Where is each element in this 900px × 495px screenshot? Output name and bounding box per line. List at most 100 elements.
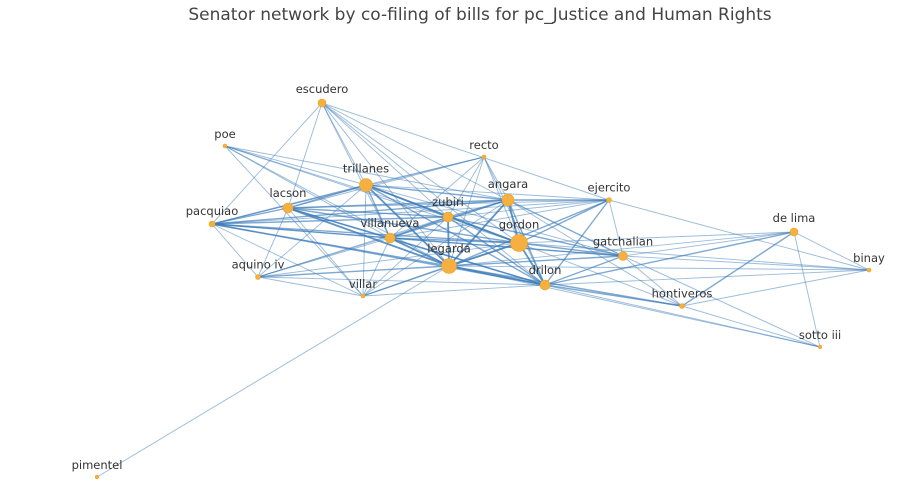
edge-gordon-binay bbox=[518, 242, 870, 271]
node-villar[interactable] bbox=[360, 293, 366, 299]
edge-legarda-pimentel bbox=[96, 265, 450, 478]
node-label-pacquiao: pacquiao bbox=[186, 204, 239, 218]
node-pacquiao[interactable] bbox=[208, 220, 216, 228]
edge-escudero-lacson bbox=[287, 102, 323, 209]
edge-trillanes-villanueva bbox=[365, 184, 391, 239]
edge-angara-gatchalian bbox=[507, 199, 624, 257]
edge-zubiri-aquino_iv bbox=[257, 216, 449, 278]
edge-poe-trillanes bbox=[224, 145, 367, 186]
node-gatchalian[interactable] bbox=[618, 251, 628, 261]
edge-villanueva-drilon bbox=[389, 237, 546, 286]
node-lacson[interactable] bbox=[282, 202, 294, 214]
edge-drilon-sotto_iii bbox=[544, 284, 821, 348]
edge-ejercito-gatchalian bbox=[608, 199, 624, 257]
edge-gordon-gatchalian bbox=[518, 242, 624, 257]
edge-ejercito-binay bbox=[608, 199, 870, 271]
edge-hontiveros-sotto_iii bbox=[681, 305, 821, 348]
node-pimentel[interactable] bbox=[94, 474, 100, 480]
node-binay[interactable] bbox=[866, 267, 872, 273]
edge-ejercito-lacson bbox=[287, 199, 610, 209]
edge-legarda-binay bbox=[448, 265, 870, 271]
node-label-lacson: lacson bbox=[270, 186, 307, 200]
node-label-de_lima: de lima bbox=[773, 211, 816, 225]
node-poe[interactable] bbox=[222, 143, 228, 149]
edge-layer bbox=[96, 102, 870, 478]
edge-lacson-zubiri bbox=[287, 207, 449, 218]
edge-legarda-de_lima bbox=[448, 231, 795, 267]
edge-drilon-gatchalian bbox=[544, 255, 624, 286]
node-label-drilon: drilon bbox=[529, 263, 562, 277]
edge-ejercito-zubiri bbox=[447, 199, 610, 218]
node-villanueva[interactable] bbox=[384, 232, 396, 244]
edge-zubiri-gordon bbox=[447, 216, 520, 244]
edge-gordon-hontiveros bbox=[518, 242, 683, 307]
node-label-hontiveros: hontiveros bbox=[652, 287, 713, 301]
edge-pacquiao-gordon bbox=[211, 223, 520, 244]
node-de_lima[interactable] bbox=[789, 227, 799, 237]
node-label-zubiri: zubiri bbox=[432, 195, 464, 209]
edge-lacson-gordon bbox=[287, 207, 520, 244]
edge-gatchalian-de_lima bbox=[622, 231, 795, 257]
edge-villanueva-legarda bbox=[389, 237, 450, 267]
node-label-poe: poe bbox=[214, 127, 235, 141]
node-label-trillanes: trillanes bbox=[343, 162, 389, 176]
edge-drilon-hontiveros bbox=[544, 284, 683, 307]
node-gordon[interactable] bbox=[510, 234, 528, 252]
label-layer: escudero poe recto trillanes angara ejercito l… bbox=[72, 82, 885, 472]
node-escudero[interactable] bbox=[317, 98, 327, 108]
node-recto[interactable] bbox=[481, 154, 487, 160]
node-label-villanueva: villanueva bbox=[361, 216, 420, 230]
edge-trillanes-villar bbox=[362, 184, 367, 297]
edge-gatchalian-hontiveros bbox=[622, 255, 683, 307]
edge-legarda-gatchalian bbox=[448, 255, 624, 267]
edge-lacson-aquino_iv bbox=[257, 207, 289, 278]
node-label-binay: binay bbox=[853, 251, 885, 265]
edge-poe-villanueva bbox=[224, 145, 391, 239]
edge-drilon-binay bbox=[544, 269, 870, 286]
edge-legarda-hontiveros bbox=[448, 265, 683, 307]
edge-recto-zubiri bbox=[447, 156, 485, 218]
node-drilon[interactable] bbox=[539, 279, 551, 291]
edge-ejercito-pacquiao bbox=[211, 199, 610, 225]
node-label-villar: villar bbox=[349, 277, 377, 291]
edge-trillanes-aquino_iv bbox=[257, 184, 367, 278]
node-hontiveros[interactable] bbox=[679, 303, 685, 309]
edge-escudero-pacquiao bbox=[211, 102, 323, 225]
edge-lacson-pacquiao bbox=[211, 207, 289, 225]
edge-zubiri-gatchalian bbox=[447, 216, 624, 257]
edge-escudero-drilon bbox=[321, 102, 546, 286]
edge-zubiri-pacquiao bbox=[211, 216, 449, 225]
node-layer bbox=[94, 98, 872, 480]
node-zubiri[interactable] bbox=[442, 211, 454, 223]
node-legarda[interactable] bbox=[441, 258, 457, 274]
edge-zubiri-legarda bbox=[447, 216, 450, 267]
edge-escudero-zubiri bbox=[321, 102, 449, 218]
node-label-aquino_iv: aquino iv bbox=[232, 258, 285, 272]
node-label-sotto_iii: sotto iii bbox=[799, 328, 841, 342]
node-angara[interactable] bbox=[501, 193, 515, 207]
edge-gordon-villanueva bbox=[389, 237, 520, 244]
edge-poe-gordon bbox=[224, 145, 520, 244]
node-sotto_iii[interactable] bbox=[817, 344, 823, 350]
edge-drilon-villar bbox=[362, 284, 546, 297]
node-ejercito[interactable] bbox=[606, 197, 612, 203]
node-label-pimentel: pimentel bbox=[72, 458, 123, 472]
edge-angara-villar bbox=[362, 199, 509, 297]
edge-recto-drilon bbox=[483, 156, 546, 286]
node-label-recto: recto bbox=[469, 138, 498, 152]
edge-aquino_iv-villar bbox=[257, 276, 364, 297]
edge-pacquiao-villar bbox=[211, 223, 364, 297]
edge-drilon-aquino_iv bbox=[257, 276, 546, 286]
edge-trillanes-ejercito bbox=[365, 184, 610, 201]
edge-gordon-de_lima bbox=[518, 231, 795, 244]
edge-angara-legarda bbox=[448, 199, 509, 267]
node-label-legarda: legarda bbox=[427, 242, 471, 256]
node-trillanes[interactable] bbox=[359, 178, 373, 192]
node-aquino_iv[interactable] bbox=[255, 274, 261, 280]
edge-trillanes-angara bbox=[365, 184, 509, 201]
edge-escudero-ejercito bbox=[321, 102, 610, 201]
edge-gatchalian-sotto_iii bbox=[622, 255, 821, 348]
edge-ejercito-villanueva bbox=[389, 199, 610, 239]
edge-de_lima-sotto_iii bbox=[793, 231, 821, 348]
